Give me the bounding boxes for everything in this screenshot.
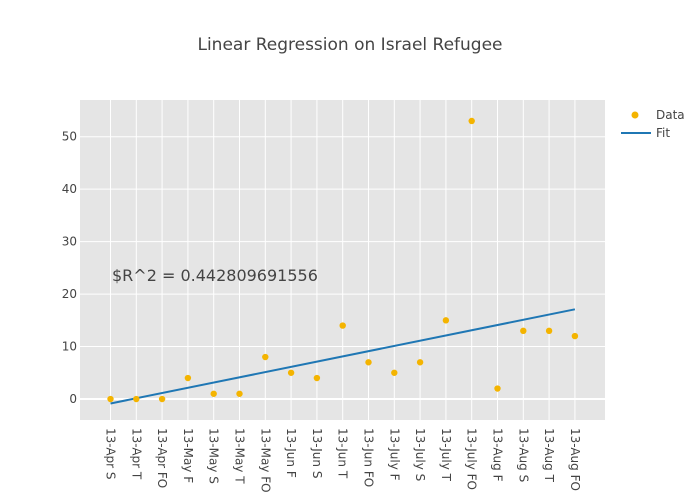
data-point (184, 374, 192, 382)
data-point (262, 353, 269, 361)
x-tick-label: 13-Apr T (129, 428, 143, 480)
x-tick-label: 13-Aug FO (568, 428, 582, 491)
data-point (365, 359, 372, 366)
x-tick-label: 13-Apr FO (155, 428, 169, 488)
data-point (210, 390, 217, 397)
x-tick-label: 13-Aug T (542, 428, 556, 483)
x-tick-label: 13-July T (439, 428, 453, 482)
x-tick-label: 13-May S (207, 428, 221, 484)
data-point (236, 390, 243, 397)
x-tick-label: 13-July S (413, 428, 427, 481)
data-point (339, 322, 346, 329)
x-tick-label: 13-Apr S (104, 428, 118, 480)
x-tick-label: 13-Jun S (310, 428, 324, 478)
x-tick-label: 13-Aug S (516, 428, 530, 482)
data-point (158, 395, 166, 403)
y-tick-label: 50 (62, 130, 77, 144)
x-tick-label: 13-July FO (465, 428, 479, 490)
x-tick-label: 13-Aug F (491, 428, 505, 482)
data-point (571, 332, 579, 340)
data-point (520, 327, 527, 335)
data-point (442, 317, 450, 324)
grid (80, 100, 605, 420)
y-tick-label: 40 (62, 182, 77, 196)
fit-line (110, 308, 576, 405)
x-tick-label: 13-May FO (258, 428, 272, 493)
y-tick-label: 20 (62, 287, 77, 301)
data-point (545, 327, 553, 335)
x-tick-label: 13-Jun FO (362, 428, 376, 487)
data-point (133, 395, 140, 403)
y-axis: 0 10 20 30 40 50 (62, 130, 77, 406)
x-tick-label: 13-Jun T (336, 428, 350, 479)
data-point (313, 374, 321, 382)
x-tick-label: 13-Jun F (284, 428, 298, 478)
r-squared-annotation: $R^2 = 0.442809691556 (112, 266, 318, 285)
x-tick-label: 13-May T (233, 428, 247, 484)
legend-data-label: Data (656, 108, 685, 122)
y-tick-label: 0 (69, 392, 77, 406)
data-point (468, 117, 475, 125)
y-tick-label: 30 (62, 235, 77, 249)
fit-series (110, 308, 576, 405)
legend-data-marker (631, 111, 639, 119)
data-point (416, 359, 424, 366)
data-series (107, 117, 579, 403)
y-tick-label: 10 (62, 340, 77, 354)
x-axis: 13-Apr S 13-Apr T 13-Apr FO 13-May F 13-May … (104, 428, 582, 493)
data-point (287, 369, 295, 376)
x-tick-label: 13-May F (181, 428, 195, 483)
data-point (107, 395, 114, 403)
legend-fit-label: Fit (656, 126, 670, 140)
data-point (391, 369, 398, 376)
x-tick-label: 13-July F (387, 428, 401, 481)
legend[interactable]: Data Fit (621, 108, 685, 140)
data-point (494, 385, 501, 392)
chart-title: Linear Regression on Israel Refugee (197, 35, 502, 55)
